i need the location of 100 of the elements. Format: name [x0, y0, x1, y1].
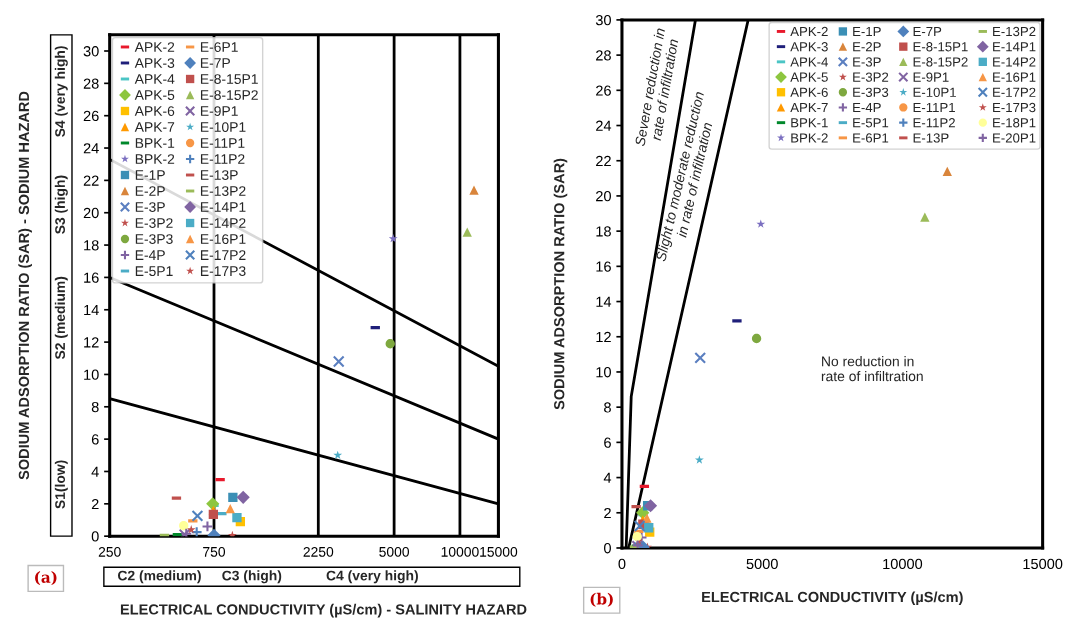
legend-label: APK-5: [790, 72, 828, 82]
legend-label: E-6P1: [200, 42, 238, 52]
legend-label: E-4P: [135, 250, 165, 260]
legend-label: E-3P3: [853, 87, 889, 97]
text: S2 (medium): [54, 276, 68, 360]
x-tick-label: 5000: [746, 558, 778, 570]
legend-label: E-3P3: [135, 234, 173, 245]
x-tick-label: 250: [98, 546, 121, 557]
legend-label: APK-3: [134, 58, 175, 68]
legend-label: APK-7: [134, 122, 175, 132]
x-axis-title: ELECTRICAL CONDUCTIVITY (µS/cm) - SALINITY HAZARD: [120, 603, 527, 618]
y-tick-label: 2: [604, 507, 611, 519]
y-tick-label: 6: [604, 437, 611, 448]
y-tick-label: 26: [596, 85, 611, 96]
legend-label: E-11P1: [200, 138, 245, 148]
legend-label: APK-7: [790, 103, 828, 113]
legend-label: APK-4: [790, 57, 828, 67]
text: S4 (very high): [54, 46, 68, 137]
legend-label: E-16P1: [200, 234, 246, 245]
legend-label: E-11P2: [200, 154, 245, 164]
legend-label: E-17P3: [993, 102, 1036, 113]
legend-label: E-8-15P2: [200, 90, 258, 100]
legend-label: E-17P2: [200, 250, 246, 260]
legend-label: APK-5: [134, 90, 175, 100]
legend-label: APK-2: [134, 42, 175, 52]
legend-label: E-17P3: [200, 266, 246, 277]
x-tick-label: 10000: [883, 558, 923, 570]
legend-label: E-11P2: [913, 118, 955, 128]
legend-label: E-20P1: [993, 133, 1036, 143]
legend-label: E-1P: [853, 26, 881, 37]
x-tick-label: 15000: [1023, 558, 1063, 570]
text: C3 (high): [222, 570, 282, 584]
legend-label: E-5P1: [853, 118, 889, 128]
legend-label: E-3P2: [135, 218, 173, 229]
text: S3 (high): [54, 175, 68, 234]
y-tick-label: 4: [603, 472, 612, 483]
x-tick-label: 15000: [480, 546, 518, 557]
legend-label: BPK-2: [135, 154, 175, 164]
legend-label: E-16P1: [993, 72, 1036, 82]
y-tick-label: 28: [596, 50, 611, 61]
legend-label: E-7P: [913, 26, 942, 37]
legend-label: BPK-1: [791, 118, 828, 128]
y-tick-label: 12: [596, 331, 611, 343]
y-axis-title: SODIUM ADSORPTION RATIO (SAR) - SODIUM HAZARD: [18, 91, 32, 480]
legend-label: E-3P: [135, 202, 165, 212]
y-tick-label: 30: [595, 15, 611, 26]
y-tick-label: 8: [91, 401, 99, 413]
legend-label: E-10P1: [913, 87, 956, 97]
y-tick-label: 10: [596, 367, 611, 378]
legend-label: E-6P1: [853, 133, 889, 143]
legend-label: E-13P: [913, 133, 949, 143]
legend-label: E-8-15P2: [913, 57, 968, 67]
y-tick-label: 22: [596, 155, 611, 167]
legend-label: E-8-15P1: [200, 74, 258, 84]
legend-label: E-4P: [853, 103, 881, 113]
y-tick-label: 14: [596, 296, 612, 307]
y-tick-label: 12: [84, 337, 99, 348]
legend-label: APK-6: [790, 87, 828, 97]
y-tick-label: 2: [91, 498, 99, 510]
y-tick-label: 8: [604, 402, 611, 413]
legend-label: E-17P2: [993, 87, 1036, 97]
legend-label: E-9P1: [200, 106, 238, 116]
legend-label: E-13P2: [993, 26, 1036, 37]
y-tick-label: 18: [596, 226, 611, 237]
legend-label: E-14P1: [200, 202, 246, 212]
legend-label: APK-6: [134, 106, 175, 116]
y-tick-label: 16: [84, 272, 99, 283]
y-tick-label: 20: [83, 207, 99, 219]
legend-label: E-2P: [853, 42, 881, 52]
legend-label: E-10P1: [200, 122, 246, 132]
text: C2 (medium): [117, 570, 201, 584]
y-tick-label: 10: [84, 369, 99, 380]
y-tick-label: 4: [91, 466, 99, 477]
x-axis-title: ELECTRICAL CONDUCTIVITY (µS/cm): [702, 591, 963, 606]
text: (b): [590, 592, 613, 607]
y-tick-label: 30: [83, 46, 99, 57]
legend-label: E-13P2: [200, 186, 246, 196]
x-tick-label: 750: [203, 546, 226, 557]
legend-label: BPK-1: [135, 138, 175, 148]
legend-label: E-7P: [200, 58, 230, 68]
annotation: Severe reduction in rate of infiltration: [634, 27, 679, 147]
legend-label: E-2P: [135, 186, 165, 196]
legend-label: APK-2: [790, 26, 828, 37]
legend-label: E-18P1: [993, 118, 1036, 128]
y-tick-label: 24: [83, 143, 99, 154]
annotation: No reduction in rate of infiltration: [821, 356, 923, 382]
legend-label: E-8-15P1: [913, 42, 968, 52]
y-tick-label: 6: [91, 434, 99, 445]
legend-label: APK-3: [790, 42, 828, 52]
y-tick-label: 26: [83, 110, 99, 122]
legend-label: E-5P1: [135, 266, 173, 277]
legend-label: E-11P1: [913, 103, 955, 113]
legend-label: E-3P2: [853, 72, 889, 82]
y-tick-label: 0: [91, 531, 99, 542]
legend-label: E-14P1: [993, 42, 1036, 52]
legend-label: E-13P: [200, 170, 238, 180]
legend-label: BPK-2: [791, 133, 828, 143]
x-tick-label: 5000: [379, 546, 410, 557]
x-tick-label: 2250: [303, 546, 334, 557]
text: S1(low): [54, 460, 68, 509]
